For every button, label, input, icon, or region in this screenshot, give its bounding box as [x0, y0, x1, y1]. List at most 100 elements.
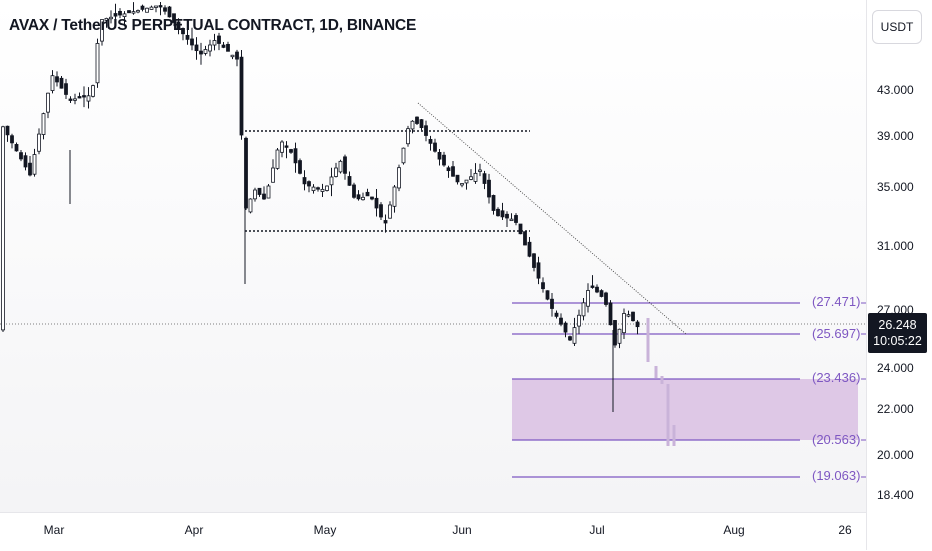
- candle-body: [248, 198, 253, 213]
- time-axis[interactable]: [0, 512, 866, 551]
- candle-body: [550, 298, 554, 309]
- candle-body: [131, 11, 136, 14]
- candle-body: [410, 120, 415, 130]
- price-chart[interactable]: [0, 0, 866, 512]
- time-tick: Apr: [184, 523, 204, 537]
- candle-body: [181, 28, 185, 35]
- candle-body: [10, 135, 14, 144]
- candle-body: [554, 312, 559, 317]
- candle-body: [158, 5, 163, 8]
- candle-body: [433, 142, 437, 152]
- currency-button[interactable]: USDT: [872, 10, 922, 44]
- candle-body: [230, 54, 235, 58]
- candle-body: [523, 231, 527, 246]
- candle-body: [572, 327, 577, 344]
- candle-body: [482, 173, 487, 184]
- candle-body: [541, 282, 545, 290]
- candle-body: [172, 13, 176, 23]
- candle-body: [190, 38, 194, 46]
- candle-body: [379, 204, 383, 218]
- candle-body: [442, 154, 446, 166]
- candle-body: [370, 196, 374, 200]
- candle-body: [100, 19, 104, 42]
- candle-body: [581, 302, 586, 317]
- candle-body: [631, 311, 635, 322]
- time-tick: Aug: [723, 523, 745, 537]
- candle-body: [604, 292, 608, 305]
- candle-body: [428, 139, 433, 144]
- level-label: (20.563): [812, 432, 861, 447]
- candle-body: [487, 179, 491, 198]
- candle-body: [118, 10, 122, 16]
- candle-body: [338, 160, 343, 173]
- candle-body: [298, 160, 302, 174]
- candle-body: [617, 328, 622, 344]
- candle-body: [536, 262, 541, 279]
- candle-body: [577, 314, 581, 327]
- candle-body: [262, 193, 266, 200]
- candle-body: [622, 313, 626, 334]
- candle-body: [455, 174, 460, 183]
- candle-body: [284, 145, 289, 148]
- candle-body: [5, 125, 10, 136]
- candle-body: [383, 220, 388, 224]
- candle-body: [203, 49, 208, 54]
- candle-body: [352, 184, 356, 198]
- candle-body: [280, 141, 284, 153]
- candle-body: [199, 50, 203, 55]
- candle-body: [361, 196, 365, 201]
- candle-body: [518, 223, 523, 235]
- candle-body: [271, 167, 275, 183]
- candle-body: [608, 302, 613, 326]
- projected-candle: [646, 318, 650, 362]
- symbol-title: AVAX / TetherUS PERPETUAL CONTRACT, 1D, …: [9, 17, 417, 34]
- candle-body: [136, 10, 140, 13]
- candle-body: [302, 177, 307, 185]
- time-tick: May: [313, 523, 337, 537]
- projected-candle: [660, 376, 664, 384]
- candle-body: [266, 185, 271, 199]
- candle-body: [559, 317, 563, 325]
- chart-area[interactable]: AVAX / TetherUS PERPETUAL CONTRACT, 1D, …: [0, 0, 866, 512]
- candle-body: [46, 92, 50, 113]
- time-tick: Jul: [589, 523, 605, 537]
- bar-countdown: 10:05:22: [873, 334, 922, 348]
- price-tick: 35.000: [877, 180, 914, 194]
- candle-body: [194, 44, 199, 52]
- candle-body: [253, 189, 257, 200]
- candle-body: [397, 167, 401, 189]
- candle-body: [167, 6, 172, 18]
- candle-body: [73, 98, 77, 101]
- candle-body: [64, 83, 68, 95]
- candle-body: [496, 208, 500, 217]
- candle-body: [545, 290, 550, 300]
- candle-body: [505, 213, 509, 219]
- last-price-value: 26.248: [878, 318, 917, 332]
- candle-body: [86, 95, 91, 102]
- candle-body: [239, 56, 244, 136]
- candle-body: [392, 186, 397, 207]
- candle-body: [122, 13, 127, 18]
- candle-body: [343, 156, 347, 174]
- projected-candle: [672, 425, 676, 446]
- candle-body: [464, 179, 469, 184]
- candle-body: [613, 320, 617, 346]
- candle-body: [212, 40, 217, 46]
- candle-body: [374, 197, 379, 209]
- price-tick: 39.000: [877, 129, 914, 143]
- candle-body: [19, 152, 23, 160]
- candle-body: [401, 147, 406, 164]
- candle-body: [406, 128, 410, 145]
- candle-body: [460, 183, 464, 186]
- candle-body: [68, 98, 73, 101]
- candle-body: [41, 113, 46, 135]
- level-label: (23.436): [812, 370, 861, 385]
- price-tick: 43.000: [877, 83, 914, 97]
- candle-body: [568, 336, 572, 341]
- candle-body: [32, 154, 37, 175]
- candle-body: [446, 167, 451, 172]
- candle-body: [185, 34, 190, 40]
- price-axis[interactable]: [866, 0, 932, 550]
- candle-body: [356, 194, 361, 200]
- level-label: (19.063): [812, 468, 861, 483]
